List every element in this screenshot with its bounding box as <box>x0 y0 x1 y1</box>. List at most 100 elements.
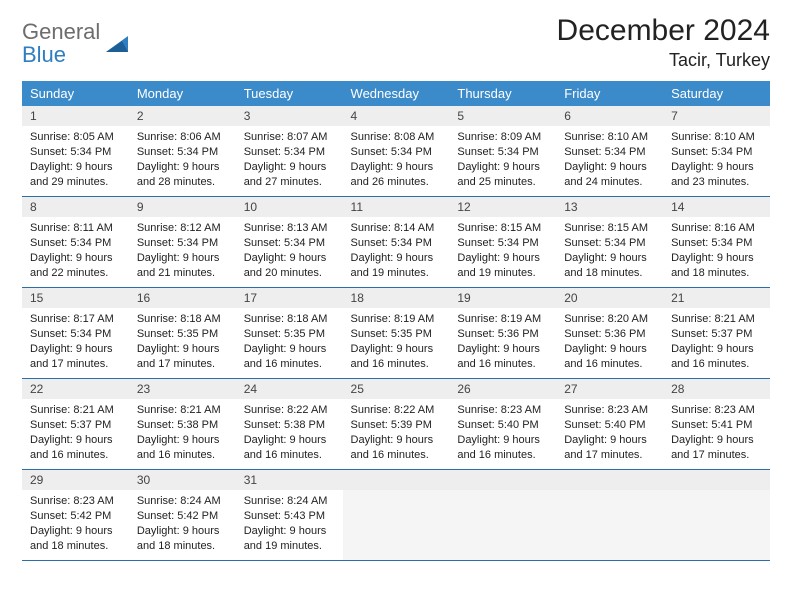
day-details: Sunrise: 8:07 AMSunset: 5:34 PMDaylight:… <box>236 126 343 195</box>
daylight-line: Daylight: 9 hours and 16 minutes. <box>137 433 228 463</box>
daylight-line: Daylight: 9 hours and 16 minutes. <box>244 342 335 372</box>
day-number: 17 <box>236 288 343 308</box>
sunset-line: Sunset: 5:39 PM <box>351 418 442 433</box>
day-number: 30 <box>129 470 236 490</box>
calendar-week-row: 1Sunrise: 8:05 AMSunset: 5:34 PMDaylight… <box>22 106 770 197</box>
calendar-day-cell: 25 Sunrise: 8:22 AMSunset: 5:39 PMDayligh… <box>343 379 450 470</box>
calendar-empty-cell <box>343 470 450 561</box>
month-title: December 2024 <box>557 14 770 48</box>
day-number: 13 <box>556 197 663 217</box>
day-number: 25 <box>343 379 450 399</box>
day-number: 5 <box>449 106 556 126</box>
day-number: 23 <box>129 379 236 399</box>
sunrise-line: Sunrise: 8:09 AM <box>457 130 548 145</box>
sunset-line: Sunset: 5:35 PM <box>351 327 442 342</box>
daylight-line: Daylight: 9 hours and 19 minutes. <box>244 524 335 554</box>
weekday-header: Sunday <box>22 81 129 106</box>
day-number: 1 <box>22 106 129 126</box>
sunrise-line: Sunrise: 8:23 AM <box>671 403 762 418</box>
sunrise-line: Sunrise: 8:18 AM <box>244 312 335 327</box>
sunrise-line: Sunrise: 8:15 AM <box>564 221 655 236</box>
day-number: 20 <box>556 288 663 308</box>
daylight-line: Daylight: 9 hours and 18 minutes. <box>137 524 228 554</box>
sunset-line: Sunset: 5:34 PM <box>671 145 762 160</box>
sunrise-line: Sunrise: 8:05 AM <box>30 130 121 145</box>
calendar-day-cell: 26Sunrise: 8:23 AMSunset: 5:40 PMDayligh… <box>449 379 556 470</box>
daylight-line: Daylight: 9 hours and 22 minutes. <box>30 251 121 281</box>
day-details: Sunrise: 8:21 AMSunset: 5:38 PMDaylight:… <box>129 399 236 468</box>
sunset-line: Sunset: 5:34 PM <box>30 145 121 160</box>
day-number: 10 <box>236 197 343 217</box>
day-number: 26 <box>449 379 556 399</box>
calendar-day-cell: 1Sunrise: 8:05 AMSunset: 5:34 PMDaylight… <box>22 106 129 197</box>
sunset-line: Sunset: 5:42 PM <box>30 509 121 524</box>
day-details: Sunrise: 8:24 AMSunset: 5:43 PMDaylight:… <box>236 490 343 559</box>
sunset-line: Sunset: 5:34 PM <box>137 145 228 160</box>
sunrise-line: Sunrise: 8:22 AM <box>351 403 442 418</box>
brand-name-2: Blue <box>22 42 66 67</box>
calendar-empty-cell <box>449 470 556 561</box>
sunrise-line: Sunrise: 8:07 AM <box>244 130 335 145</box>
daylight-line: Daylight: 9 hours and 17 minutes. <box>30 342 121 372</box>
day-details: Sunrise: 8:21 AMSunset: 5:37 PMDaylight:… <box>663 308 770 377</box>
day-number: 22 <box>22 379 129 399</box>
daylight-line: Daylight: 9 hours and 16 minutes. <box>244 433 335 463</box>
sunset-line: Sunset: 5:35 PM <box>137 327 228 342</box>
day-details: Sunrise: 8:23 AMSunset: 5:42 PMDaylight:… <box>22 490 129 559</box>
day-details: Sunrise: 8:15 AMSunset: 5:34 PMDaylight:… <box>556 217 663 286</box>
brand-triangle-icon <box>104 32 130 54</box>
day-details: Sunrise: 8:10 AMSunset: 5:34 PMDaylight:… <box>556 126 663 195</box>
day-number: 14 <box>663 197 770 217</box>
day-details: Sunrise: 8:13 AMSunset: 5:34 PMDaylight:… <box>236 217 343 286</box>
weekday-header: Tuesday <box>236 81 343 106</box>
sunset-line: Sunset: 5:34 PM <box>351 236 442 251</box>
daylight-line: Daylight: 9 hours and 28 minutes. <box>137 160 228 190</box>
sunset-line: Sunset: 5:37 PM <box>671 327 762 342</box>
sunrise-line: Sunrise: 8:23 AM <box>564 403 655 418</box>
calendar-day-cell: 18Sunrise: 8:19 AMSunset: 5:35 PMDayligh… <box>343 288 450 379</box>
daylight-line: Daylight: 9 hours and 16 minutes. <box>351 433 442 463</box>
sunset-line: Sunset: 5:35 PM <box>244 327 335 342</box>
day-details: Sunrise: 8:23 AMSunset: 5:41 PMDaylight:… <box>663 399 770 468</box>
sunset-line: Sunset: 5:38 PM <box>137 418 228 433</box>
daylight-line: Daylight: 9 hours and 17 minutes. <box>137 342 228 372</box>
daylight-line: Daylight: 9 hours and 17 minutes. <box>564 433 655 463</box>
day-number-empty <box>556 470 663 490</box>
sunrise-line: Sunrise: 8:12 AM <box>137 221 228 236</box>
weekday-header: Wednesday <box>343 81 450 106</box>
calendar-day-cell: 20Sunrise: 8:20 AMSunset: 5:36 PMDayligh… <box>556 288 663 379</box>
calendar-day-cell: 9Sunrise: 8:12 AMSunset: 5:34 PMDaylight… <box>129 197 236 288</box>
calendar-day-cell: 7Sunrise: 8:10 AMSunset: 5:34 PMDaylight… <box>663 106 770 197</box>
brand-logo: General Blue <box>22 20 130 66</box>
sunset-line: Sunset: 5:34 PM <box>30 327 121 342</box>
sunset-line: Sunset: 5:34 PM <box>457 236 548 251</box>
sunset-line: Sunset: 5:34 PM <box>137 236 228 251</box>
calendar-day-cell: 24Sunrise: 8:22 AMSunset: 5:38 PMDayligh… <box>236 379 343 470</box>
calendar-day-cell: 11Sunrise: 8:14 AMSunset: 5:34 PMDayligh… <box>343 197 450 288</box>
day-details: Sunrise: 8:22 AMSunset: 5:38 PMDaylight:… <box>236 399 343 468</box>
calendar-day-cell: 8Sunrise: 8:11 AMSunset: 5:34 PMDaylight… <box>22 197 129 288</box>
calendar-day-cell: 13Sunrise: 8:15 AMSunset: 5:34 PMDayligh… <box>556 197 663 288</box>
day-details: Sunrise: 8:15 AMSunset: 5:34 PMDaylight:… <box>449 217 556 286</box>
sunrise-line: Sunrise: 8:15 AM <box>457 221 548 236</box>
calendar-table: SundayMondayTuesdayWednesdayThursdayFrid… <box>22 81 770 561</box>
calendar-week-row: 15Sunrise: 8:17 AMSunset: 5:34 PMDayligh… <box>22 288 770 379</box>
sunset-line: Sunset: 5:36 PM <box>564 327 655 342</box>
sunrise-line: Sunrise: 8:17 AM <box>30 312 121 327</box>
day-details: Sunrise: 8:11 AMSunset: 5:34 PMDaylight:… <box>22 217 129 286</box>
calendar-day-cell: 31Sunrise: 8:24 AMSunset: 5:43 PMDayligh… <box>236 470 343 561</box>
day-number: 2 <box>129 106 236 126</box>
brand-name-1: General <box>22 19 100 44</box>
calendar-day-cell: 5Sunrise: 8:09 AMSunset: 5:34 PMDaylight… <box>449 106 556 197</box>
calendar-day-cell: 21Sunrise: 8:21 AMSunset: 5:37 PMDayligh… <box>663 288 770 379</box>
day-number-empty <box>343 470 450 490</box>
day-details: Sunrise: 8:20 AMSunset: 5:36 PMDaylight:… <box>556 308 663 377</box>
daylight-line: Daylight: 9 hours and 20 minutes. <box>244 251 335 281</box>
day-number: 24 <box>236 379 343 399</box>
day-details: Sunrise: 8:23 AMSunset: 5:40 PMDaylight:… <box>449 399 556 468</box>
day-number: 6 <box>556 106 663 126</box>
sunrise-line: Sunrise: 8:23 AM <box>30 494 121 509</box>
sunset-line: Sunset: 5:34 PM <box>671 236 762 251</box>
brand-name: General Blue <box>22 20 100 66</box>
daylight-line: Daylight: 9 hours and 16 minutes. <box>457 342 548 372</box>
